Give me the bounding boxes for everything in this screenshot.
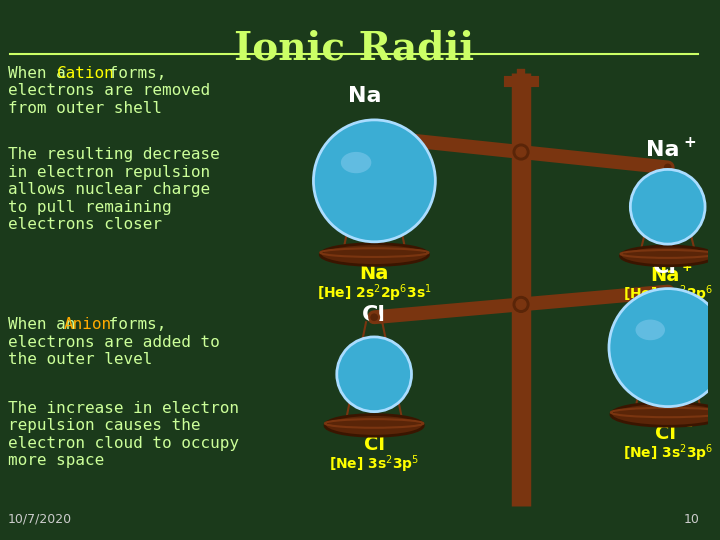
Text: electrons are added to: electrons are added to (8, 335, 220, 350)
Circle shape (369, 312, 379, 322)
Circle shape (513, 296, 529, 312)
Text: [Ne] 3s$^2$3p$^5$: [Ne] 3s$^2$3p$^5$ (329, 453, 419, 475)
Text: electrons closer: electrons closer (8, 217, 162, 232)
Text: Cl: Cl (362, 305, 386, 325)
Text: Cl: Cl (654, 424, 675, 443)
Text: repulsion causes the: repulsion causes the (8, 418, 200, 433)
Ellipse shape (621, 246, 715, 266)
Text: 10: 10 (684, 512, 700, 525)
Text: more space: more space (8, 453, 104, 468)
Ellipse shape (636, 320, 665, 340)
Text: Cation: Cation (57, 65, 114, 80)
Ellipse shape (325, 415, 423, 436)
Circle shape (663, 163, 672, 172)
Text: allows nuclear charge: allows nuclear charge (8, 182, 210, 197)
Circle shape (513, 144, 529, 160)
Text: +: + (682, 261, 693, 274)
Ellipse shape (341, 152, 372, 173)
Text: the outer level: the outer level (8, 352, 152, 367)
Text: The resulting decrease: The resulting decrease (8, 147, 220, 162)
Text: [Ne] 3s$^2$3p$^6$: [Ne] 3s$^2$3p$^6$ (623, 442, 713, 463)
Text: in electron repulsion: in electron repulsion (8, 165, 210, 180)
Ellipse shape (313, 120, 436, 242)
Text: forms,: forms, (99, 65, 166, 80)
Text: The increase in electron: The increase in electron (8, 401, 239, 416)
Text: −: − (683, 420, 693, 433)
Text: 10/7/2020: 10/7/2020 (8, 512, 72, 525)
Text: from outer shell: from outer shell (8, 100, 162, 116)
Circle shape (516, 147, 526, 157)
Text: −: − (685, 256, 698, 271)
Text: When a: When a (8, 65, 75, 80)
Circle shape (663, 287, 673, 296)
Circle shape (516, 300, 526, 309)
Text: to pull remaining: to pull remaining (8, 200, 171, 215)
Text: [He] 2s$^2$2p$^6$: [He] 2s$^2$2p$^6$ (623, 284, 713, 305)
Ellipse shape (337, 337, 412, 411)
Text: electrons are removed: electrons are removed (8, 83, 210, 98)
Circle shape (369, 132, 379, 141)
Text: Na: Na (348, 86, 382, 106)
Text: Na: Na (360, 265, 389, 284)
Ellipse shape (611, 403, 720, 426)
Text: Na: Na (646, 139, 680, 160)
Ellipse shape (630, 170, 705, 244)
Text: When an: When an (8, 317, 85, 332)
Text: Anion: Anion (64, 317, 112, 332)
Text: +: + (683, 135, 696, 150)
Text: Cl: Cl (364, 435, 384, 454)
Text: [He] 2s$^2$2p$^6$3s$^1$: [He] 2s$^2$2p$^6$3s$^1$ (317, 282, 432, 303)
Text: electron cloud to occupy: electron cloud to occupy (8, 436, 239, 451)
Ellipse shape (609, 288, 720, 407)
Text: Na: Na (650, 266, 680, 285)
Text: Ionic Radii: Ionic Radii (234, 29, 474, 67)
Text: forms,: forms, (99, 317, 166, 332)
Ellipse shape (320, 244, 428, 265)
Text: Cl: Cl (653, 257, 677, 277)
